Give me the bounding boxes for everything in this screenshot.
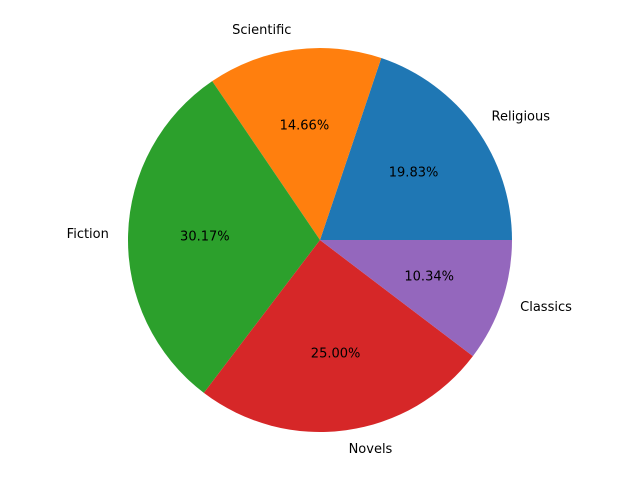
slice-scientific	[212, 47, 382, 240]
percent-classics: 10.34%	[404, 269, 454, 284]
slice-religious	[320, 58, 512, 240]
percent-religious: 19.83%	[389, 165, 439, 180]
slice-fiction	[127, 81, 320, 393]
label-scientific: Scientific	[232, 23, 291, 38]
label-fiction: Fiction	[67, 227, 109, 242]
label-novels: Novels	[349, 442, 393, 457]
slice-novels	[203, 240, 473, 433]
percent-novels: 25.00%	[311, 347, 361, 362]
percent-scientific: 14.66%	[280, 118, 330, 133]
pie-slices	[127, 47, 512, 433]
percent-fiction: 30.17%	[180, 229, 230, 244]
label-religious: Religious	[492, 109, 551, 124]
percent-labels: 19.83% 14.66% 30.17% 25.00% 10.34%	[180, 118, 454, 361]
category-labels: Religious Scientific Fiction Novels Classics	[67, 23, 572, 457]
slice-classics	[320, 240, 512, 357]
label-classics: Classics	[520, 300, 572, 315]
